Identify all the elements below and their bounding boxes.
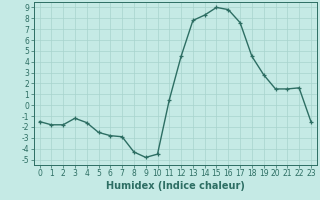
- X-axis label: Humidex (Indice chaleur): Humidex (Indice chaleur): [106, 181, 244, 191]
